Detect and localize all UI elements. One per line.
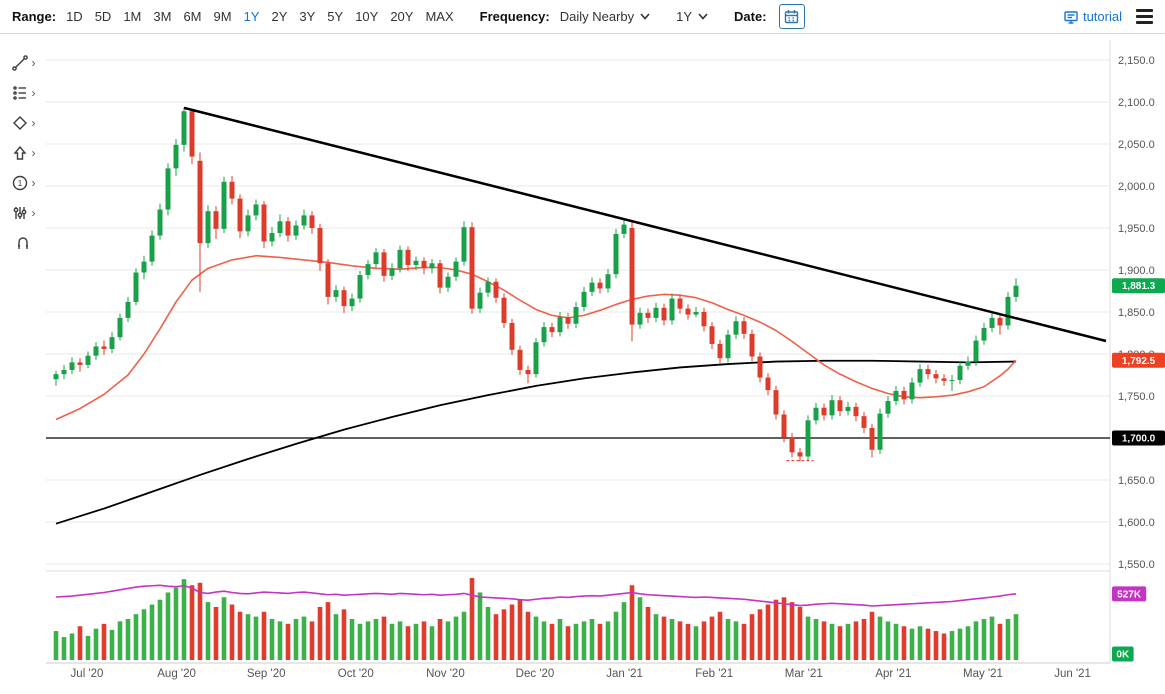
date-picker-button[interactable] — [778, 4, 805, 29]
numbers-tool[interactable]: 1 › — [0, 168, 46, 198]
x-axis-month-label: Jul '20 — [71, 668, 104, 680]
chevron-right-icon: › — [31, 206, 36, 220]
y-axis-tick-label: 2,100.0 — [1118, 97, 1155, 109]
range-6m[interactable]: 6M — [183, 9, 202, 24]
chevron-down-icon — [640, 13, 650, 20]
y-axis-tick-label: 1,650.0 — [1118, 475, 1155, 487]
descending-trendline[interactable] — [183, 106, 1107, 343]
svg-text:1: 1 — [17, 178, 22, 188]
sliders-tool-icon — [13, 207, 26, 219]
price-badge-last-price — [1112, 278, 1165, 294]
number-annotation-tool-icon: 1 — [12, 175, 27, 191]
chevron-right-icon: › — [31, 116, 36, 130]
y-axis-tick-label: 1,550.0 — [1118, 559, 1155, 571]
chart-svg[interactable]: 2,150.0 2,100.0 2,050.0 2,000.0 1,950.0 1,900… — [46, 34, 1165, 694]
badge-label-ma-value: 1,792.5 — [1122, 356, 1156, 367]
magnet-tool-icon — [18, 237, 28, 249]
tutorial-label: tutorial — [1082, 9, 1122, 24]
chevron-right-icon: › — [31, 86, 36, 100]
frequency-dropdown[interactable]: Daily Nearby — [560, 9, 650, 24]
y-axis-tick-label: 1,950.0 — [1118, 223, 1155, 235]
tutorial-icon — [1064, 10, 1078, 24]
y-axis-tick-label: 1,900.0 — [1118, 265, 1155, 277]
hamburger-icon — [1136, 9, 1153, 12]
range-2y[interactable]: 2Y — [271, 9, 288, 24]
period-value: 1Y — [676, 9, 693, 24]
price-badge-session-volume — [1112, 646, 1134, 662]
period-dropdown[interactable]: 1Y — [676, 9, 708, 24]
price-gridlines: 2,150.0 2,100.0 2,050.0 2,000.0 1,950.0 1,900… — [46, 55, 1155, 571]
x-axis-month-label: Feb '21 — [695, 668, 733, 680]
drawing-tools-sidebar: › › › › 1 › › — [0, 34, 46, 694]
badge-label-open-interest: 527K — [1117, 589, 1142, 600]
open-interest-line — [55, 584, 1017, 607]
x-axis-month-label: Apr '21 — [875, 668, 911, 680]
range-buttons: 1D 5D 1M 3M 6M 9M 1Y 2Y 3Y 5Y 10Y 20Y MAX — [66, 9, 454, 24]
badge-label-level-1700: 1,700.0 — [1122, 434, 1156, 445]
range-3m[interactable]: 3M — [153, 9, 172, 24]
ma-long-line — [55, 359, 1017, 525]
candles — [53, 107, 1019, 462]
tutorial-link[interactable]: tutorial — [1064, 9, 1122, 24]
chevron-down-icon — [698, 13, 708, 20]
range-1m[interactable]: 1M — [123, 9, 142, 24]
chevron-right-icon: › — [31, 56, 36, 70]
range-label: Range: — [12, 9, 57, 24]
badge-label-last-price: 1,881.3 — [1122, 281, 1156, 292]
price-badge-open-interest — [1112, 586, 1147, 602]
magnet-tool[interactable] — [0, 228, 46, 258]
range-5y[interactable]: 5Y — [327, 9, 344, 24]
frequency-label: Frequency: — [479, 9, 550, 24]
x-axis-month-label: Mar '21 — [785, 668, 823, 680]
y-axis-tick-label: 2,000.0 — [1118, 181, 1155, 193]
range-1y[interactable]: 1Y — [243, 9, 260, 24]
price-badge-level-1700 — [1112, 430, 1165, 446]
indicators-tool[interactable]: › — [0, 78, 46, 108]
trendline-tool-icon — [11, 55, 28, 71]
calendar-icon — [784, 10, 799, 24]
menu-button[interactable] — [1136, 9, 1153, 24]
arrows-tool[interactable]: › — [0, 138, 46, 168]
chevron-right-icon: › — [31, 176, 36, 190]
x-axis-month-label: Aug '20 — [157, 668, 196, 680]
x-axis-month-label: Oct '20 — [338, 668, 374, 680]
range-5d[interactable]: 5D — [94, 9, 112, 24]
trendline-tool[interactable]: › — [0, 48, 46, 78]
y-axis-tick-label: 2,150.0 — [1118, 55, 1155, 67]
range-3y[interactable]: 3Y — [299, 9, 316, 24]
arrow-up-tool-icon — [13, 145, 26, 160]
y-axis-tick-label: 1,600.0 — [1118, 517, 1155, 529]
toolbar: Range: 1D 5D 1M 3M 6M 9M 1Y 2Y 3Y 5Y 10Y 20Y MAX Fre… — [0, 0, 1165, 34]
x-axis-month-label: May '21 — [963, 668, 1003, 680]
x-axis-month-label: Nov '20 — [426, 668, 465, 680]
x-axis-month-label: Dec '20 — [516, 668, 555, 680]
y-axis-tick-label: 2,050.0 — [1118, 139, 1155, 151]
range-max[interactable]: MAX — [425, 9, 454, 24]
y-axis-tick-label: 1,850.0 — [1118, 307, 1155, 319]
x-axis-month-label: Sep '20 — [247, 668, 286, 680]
price-badge-ma-value — [1112, 352, 1165, 368]
frequency-value: Daily Nearby — [559, 9, 635, 24]
ma-short-line — [55, 254, 1017, 421]
shapes-tool[interactable]: › — [0, 108, 46, 138]
y-axis-tick-label: 1,750.0 — [1118, 391, 1155, 403]
range-1d[interactable]: 1D — [66, 9, 83, 24]
badge-label-session-volume: 0K — [1116, 650, 1130, 661]
x-axis-month-label: Jun '21 — [1054, 668, 1091, 680]
volume-bars — [53, 578, 1019, 660]
x-axis-month-label: Jan '21 — [606, 668, 643, 680]
sliders-tool[interactable]: › — [0, 198, 46, 228]
range-10y[interactable]: 10Y — [355, 9, 379, 24]
shapes-tool-icon — [12, 116, 27, 130]
range-20y[interactable]: 20Y — [390, 9, 414, 24]
indicators-tool-icon — [12, 86, 26, 100]
chart-area: 2,150.0 2,100.0 2,050.0 2,000.0 1,950.0 1,900… — [46, 34, 1165, 694]
range-9m[interactable]: 9M — [213, 9, 232, 24]
chevron-right-icon: › — [31, 146, 36, 160]
date-label: Date: — [734, 9, 767, 24]
